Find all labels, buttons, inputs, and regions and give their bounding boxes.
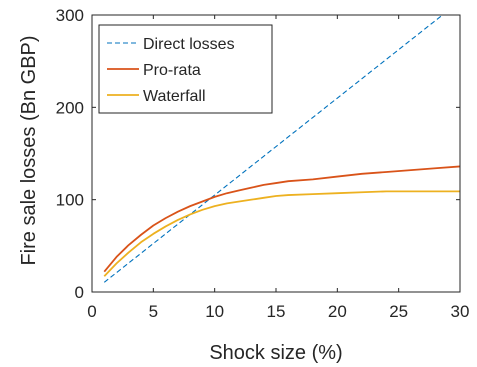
legend-box: [98, 24, 273, 114]
y-axis-label: Fire sale losses (Bn GBP): [18, 35, 40, 265]
x-tick-label: 5: [149, 302, 158, 321]
series-line-direct-losses: [103, 15, 444, 283]
y-tick-label: 0: [75, 283, 84, 302]
x-tick-label: 10: [205, 302, 224, 321]
x-tick-label: 25: [389, 302, 408, 321]
legend-label: Direct losses: [143, 36, 235, 53]
x-tick-label: 15: [267, 302, 286, 321]
x-axis-label: Shock size (%): [209, 342, 342, 364]
legend-label: Waterfall: [143, 88, 206, 105]
series-line-waterfall: [103, 190, 460, 277]
y-tick-label: 300: [56, 6, 84, 25]
y-tick-label: 100: [56, 191, 84, 210]
legend: Direct losses Pro-rata Waterfall: [98, 24, 273, 114]
y-tick-label: 200: [56, 98, 84, 117]
series-layer: [103, 15, 460, 283]
x-tick-label: 30: [451, 302, 470, 321]
series-line-pro-rata: [103, 165, 460, 273]
x-tick-label: 20: [328, 302, 347, 321]
x-tick-label: 0: [87, 302, 96, 321]
legend-label: Pro-rata: [143, 62, 201, 79]
